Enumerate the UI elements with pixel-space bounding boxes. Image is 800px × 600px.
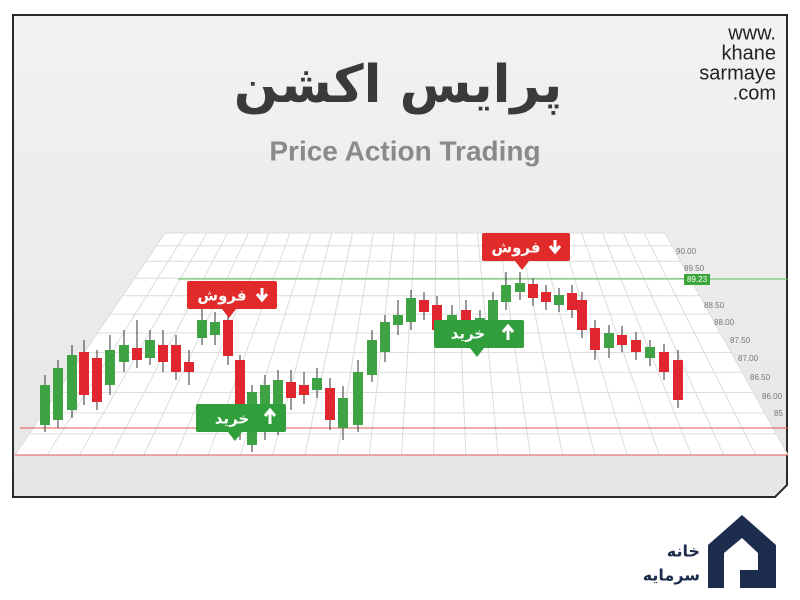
candle-body xyxy=(604,333,614,348)
candle-body xyxy=(406,298,416,322)
candle-body xyxy=(273,380,283,420)
candle-body xyxy=(541,292,551,302)
grid-line xyxy=(143,232,249,456)
candle-body xyxy=(119,345,129,362)
website-line: sarmaye xyxy=(699,62,776,84)
candle-body xyxy=(338,398,348,428)
price-label: 85 xyxy=(774,409,783,418)
title: پرایس اکشن xyxy=(234,55,563,115)
subtitle: Price Action Trading xyxy=(269,135,540,166)
candle-body xyxy=(53,368,63,420)
candle-body xyxy=(645,347,655,358)
candle-body xyxy=(79,352,89,395)
grid-line xyxy=(111,232,228,456)
candle-body xyxy=(617,335,627,345)
candle-body xyxy=(299,385,309,395)
grid-line xyxy=(46,232,187,456)
candle-body xyxy=(67,355,77,410)
grid-line xyxy=(622,232,725,456)
price-label: 86.50 xyxy=(750,373,771,382)
candle-body xyxy=(158,345,168,362)
current-price: 89.23 xyxy=(687,275,708,284)
candle-body xyxy=(145,340,155,358)
candle-body xyxy=(631,340,641,352)
buy-signal: خرید xyxy=(434,320,524,357)
candle-body xyxy=(312,378,322,390)
sell-signal: فروش xyxy=(482,233,570,270)
sell-label: فروش xyxy=(491,239,540,257)
candle-body xyxy=(132,348,142,360)
buy-label: خرید xyxy=(451,325,485,343)
candle-body xyxy=(197,320,207,338)
price-label: 86.00 xyxy=(762,392,783,401)
website: www. khane sarmaye .com xyxy=(699,22,776,104)
logo-text: سرمایه xyxy=(643,566,700,585)
grid-line xyxy=(175,232,270,456)
buy-label: خرید xyxy=(215,410,249,428)
price-label: 88.00 xyxy=(714,318,735,327)
price-label: 90.00 xyxy=(676,247,697,256)
candle-body xyxy=(171,345,181,372)
logo-text: خانه xyxy=(667,542,700,561)
website-line: .com xyxy=(733,82,776,104)
price-label: 88.50 xyxy=(704,301,725,310)
sell-label: فروش xyxy=(197,287,246,305)
grid-line xyxy=(401,232,416,456)
candle-body xyxy=(554,295,564,305)
website-line: www. xyxy=(727,22,776,44)
grid-line xyxy=(602,232,692,456)
website-line: khane xyxy=(722,42,777,64)
buy-signal: خرید xyxy=(196,404,286,441)
current-price-tag xyxy=(684,274,710,285)
candle-body xyxy=(184,362,194,372)
logo: خانه سرمایه xyxy=(643,515,776,588)
candle-body xyxy=(673,360,683,400)
grid-line xyxy=(539,232,596,456)
candle-body xyxy=(353,372,363,425)
candle-body xyxy=(367,340,377,375)
candle-body xyxy=(223,320,233,356)
grid-line xyxy=(643,232,757,456)
price-label: 87.00 xyxy=(738,354,759,363)
candle-body xyxy=(92,358,102,402)
candle-body xyxy=(40,385,50,425)
candle-body xyxy=(105,350,115,385)
grid-line xyxy=(304,232,353,456)
candle-body xyxy=(419,300,429,312)
candle-body xyxy=(393,315,403,325)
candle-body xyxy=(235,360,245,405)
grid-line xyxy=(78,232,208,456)
candle-body xyxy=(432,305,442,330)
candle-body xyxy=(380,322,390,352)
candle-body xyxy=(577,300,587,330)
candle-body xyxy=(590,328,600,350)
grid-line xyxy=(518,232,564,456)
candle-body xyxy=(210,322,220,335)
candle-body xyxy=(286,382,296,398)
candle-body xyxy=(567,293,577,310)
candle-body xyxy=(515,283,525,292)
candle-body xyxy=(488,300,498,320)
price-scale: 90.00 89.50 89.23 88.50 88.00 87.50 87.0… xyxy=(676,247,783,418)
candle-body xyxy=(501,285,511,302)
candle-body xyxy=(528,284,538,298)
price-label: 87.50 xyxy=(730,336,751,345)
candle-body xyxy=(659,352,669,372)
price-label: 89.50 xyxy=(684,264,705,273)
candle-body xyxy=(325,388,335,420)
candles xyxy=(40,272,683,452)
grid-line xyxy=(664,232,789,456)
sell-signal: فروش xyxy=(187,281,277,318)
